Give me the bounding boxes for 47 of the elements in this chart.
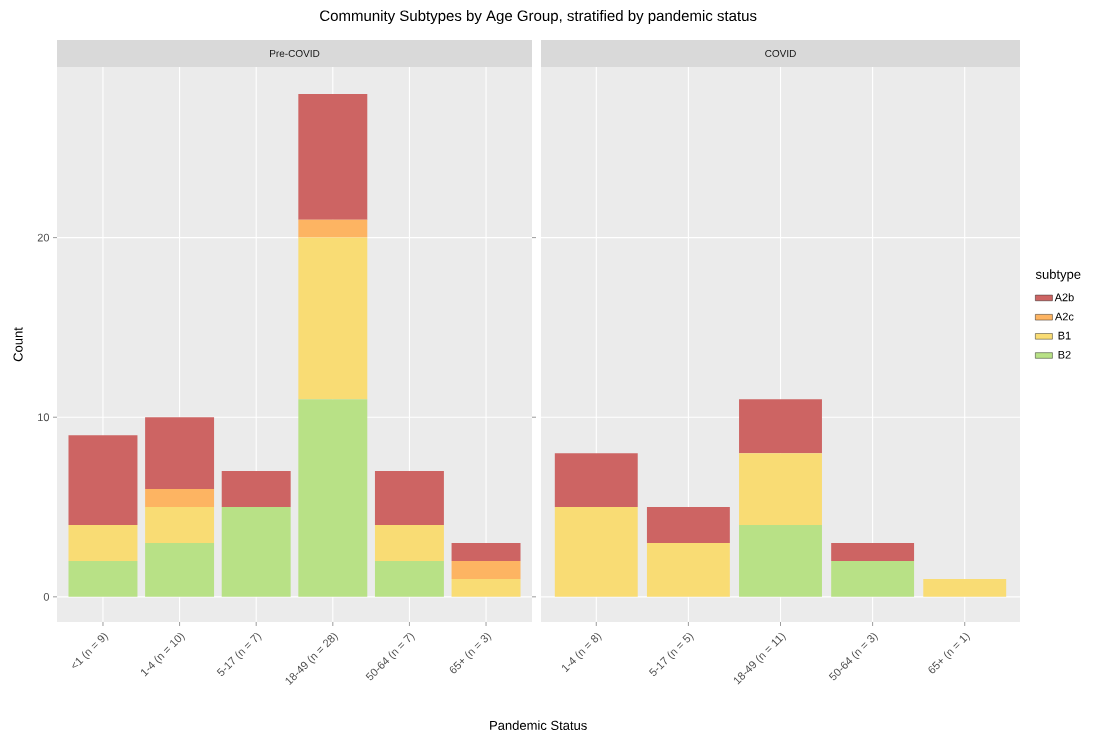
bar (739, 399, 822, 454)
x-tick-label: <1 (n = 9) (72, 632, 109, 668)
x-axis-title: Pandemic Status (490, 720, 587, 730)
y-tick-label: 20 (37, 233, 50, 242)
bar (739, 453, 822, 525)
bar (831, 560, 915, 597)
bar (68, 525, 138, 561)
bar (145, 507, 215, 543)
bar (298, 237, 368, 400)
chart-title: Community Subtypes by Age Group, stratified by pandemic status (320, 10, 757, 25)
x-tick-label: 65+ (n = 1) (928, 632, 971, 674)
y-tick-label: 10 (38, 413, 50, 422)
bar (145, 417, 215, 490)
chart-subtitle: Pre-COVID (270, 49, 320, 58)
bar (374, 525, 444, 561)
bar (451, 542, 521, 561)
bar (68, 435, 138, 525)
bar (923, 578, 1007, 597)
bar (739, 525, 822, 597)
bar (145, 489, 215, 508)
y-tick-label: 0 (43, 592, 50, 601)
bar (298, 399, 368, 597)
bar (374, 560, 444, 597)
bar (554, 453, 638, 508)
bar (646, 542, 730, 597)
bar (451, 560, 521, 579)
bar (298, 219, 368, 238)
bar (221, 471, 291, 508)
legend-label: B2 (1058, 350, 1071, 359)
y-axis-title: Count (13, 327, 23, 362)
x-tick-label: 1-4 (n = 10) (141, 632, 185, 677)
legend-label: B1 (1058, 331, 1071, 340)
bar (145, 542, 215, 597)
bar (221, 507, 291, 597)
chart-subtitle: COVID (765, 49, 796, 58)
bar (646, 507, 730, 543)
bar (298, 93, 368, 220)
bar (554, 507, 638, 597)
bar (374, 471, 444, 525)
x-tick-label: 1-4 (n = 8) (562, 632, 602, 673)
legend-label: A2b (1054, 293, 1074, 302)
x-tick-label: 65+ (n = 3) (449, 632, 492, 674)
bar (451, 578, 521, 597)
legend-label: A2c (1054, 312, 1074, 321)
bar (68, 560, 138, 597)
bar (831, 542, 915, 561)
legend-title: subtype (1035, 269, 1081, 282)
